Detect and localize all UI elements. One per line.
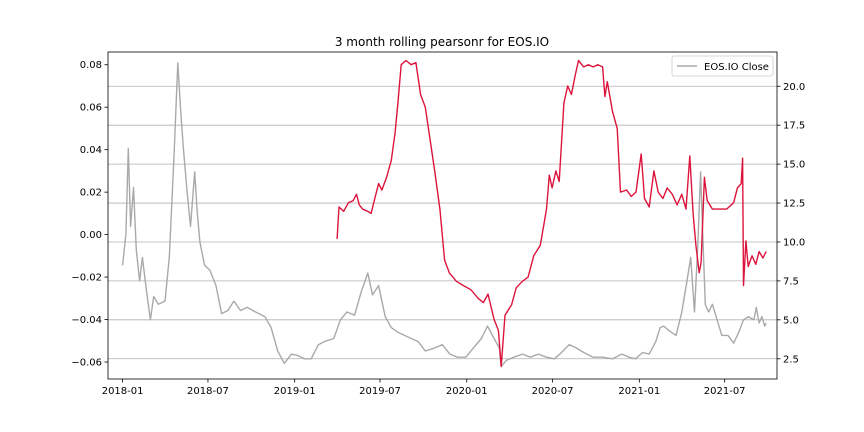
y-right-tick-label: 12.5 [783,199,805,210]
y-left-tick-label: 0.00 [80,230,102,241]
y-left-tick-label: 0.02 [80,188,102,199]
y-left-tick-label: −0.04 [71,315,102,326]
x-tick-label: 2020-01 [446,386,488,397]
x-tick-label: 2018-07 [187,386,229,397]
y-right-tick-label: 17.5 [783,121,805,132]
y-left-tick-label: −0.06 [71,358,102,369]
series-line-eos-close [121,62,767,368]
x-tick-label: 2019-01 [274,386,316,397]
x-tick-label: 2018-01 [102,386,144,397]
y-left-tick-label: 0.04 [80,145,102,156]
y-left-tick-label: 0.08 [80,60,102,71]
grid-lines [108,85,777,360]
x-axis: 2018-01 2018-07 2019-01 2019-07 2020-01 2020-… [102,379,746,397]
x-tick-label: 2019-07 [359,386,401,397]
legend: EOS.IO Close [671,55,774,77]
series-rolling-pearsonr [336,59,767,367]
x-tick-label: 2021-01 [618,386,660,397]
y-axis-right: 2.5 5.0 7.5 10.0 12.5 15.0 17.5 20.0 [777,82,805,365]
y-right-tick-label: 15.0 [783,160,805,171]
y-right-tick-label: 10.0 [783,237,805,248]
chart-title: 3 month rolling pearsonr for EOS.IO [335,35,549,49]
plot-frame [107,51,778,380]
y-left-tick-label: −0.02 [71,273,102,284]
series-line-rolling-pearsonr [336,59,767,367]
series-eos-close [121,62,767,368]
legend-label-eos-close: EOS.IO Close [704,62,769,73]
y-axis-left: −0.06 −0.04 −0.02 0.00 0.02 0.04 0.06 0.08 [71,60,108,369]
x-tick-label: 2020-07 [532,386,574,397]
y-left-tick-label: 0.06 [80,103,102,114]
y-right-tick-label: 7.5 [783,276,799,287]
y-right-tick-label: 2.5 [783,354,799,365]
y-right-tick-label: 20.0 [783,82,805,93]
y-right-tick-label: 5.0 [783,315,799,326]
x-tick-label: 2021-07 [704,386,746,397]
legend-box [671,55,774,77]
